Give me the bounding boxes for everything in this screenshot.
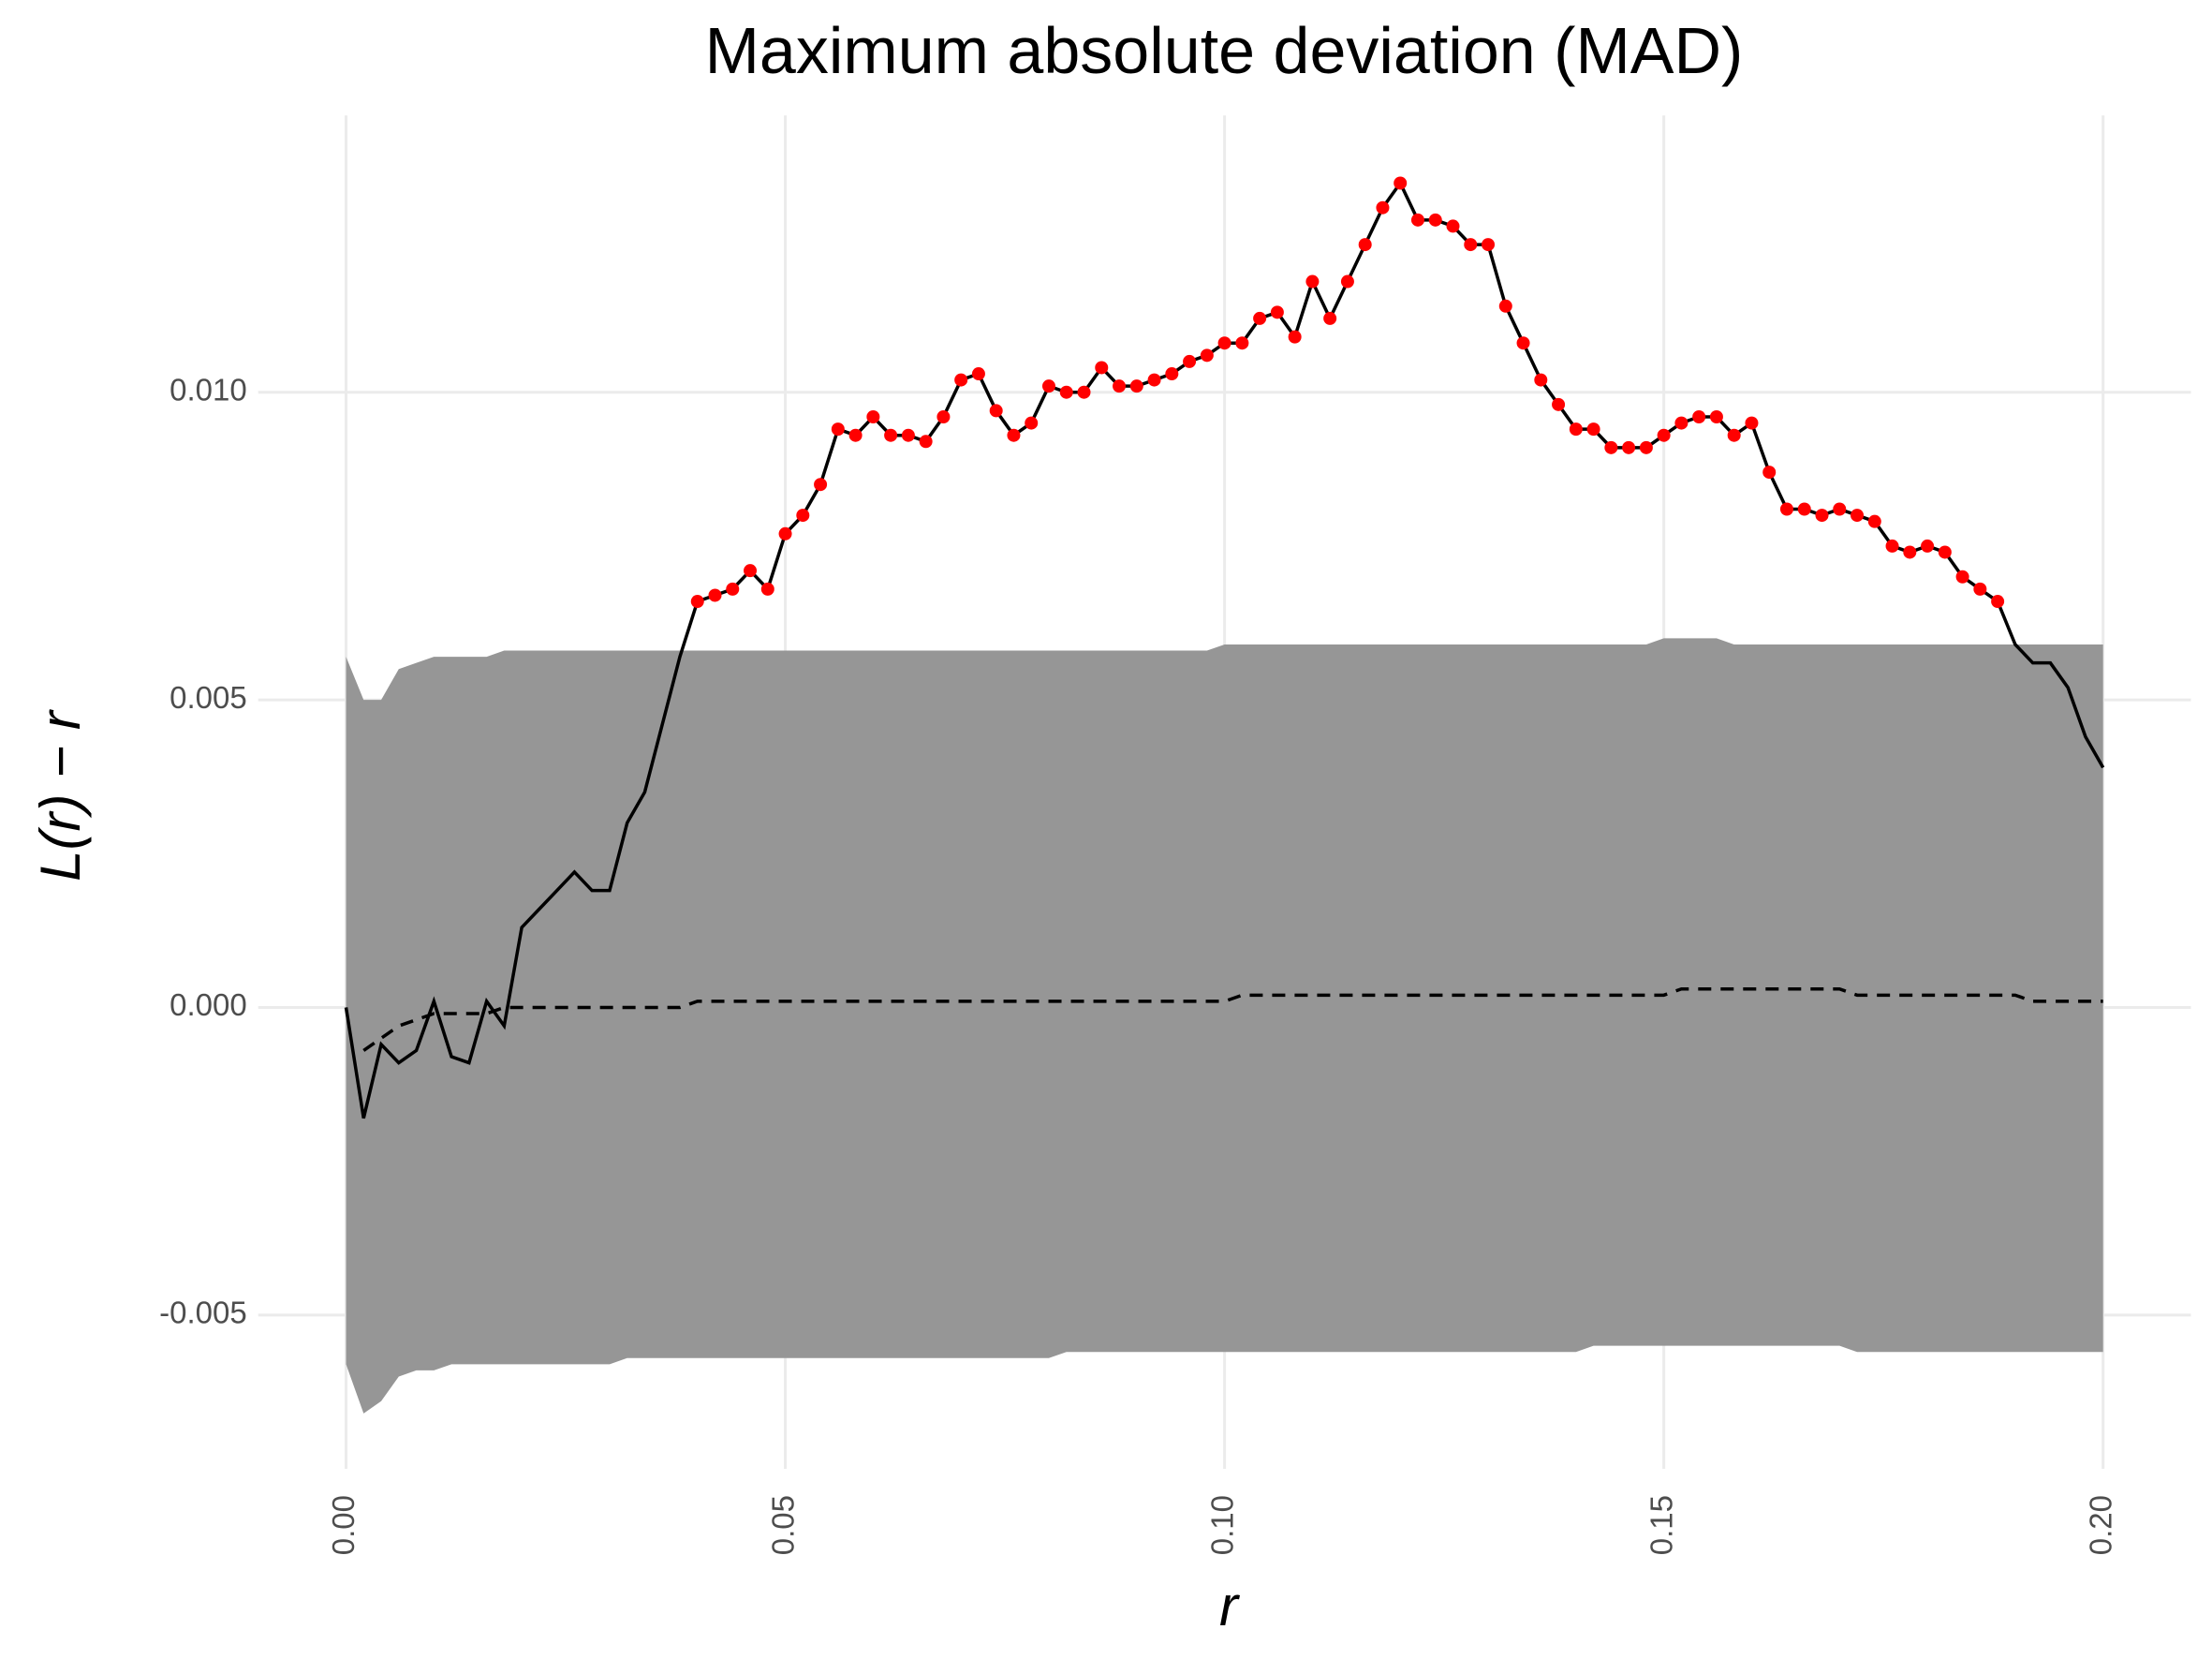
exceedance-point — [1938, 545, 1952, 559]
exceedance-point — [814, 478, 828, 492]
y-axis-label: L(r) − r — [29, 709, 92, 881]
exceedance-point — [1446, 219, 1460, 233]
exceedance-point — [726, 582, 740, 596]
y-tick-label: 0.010 — [170, 372, 247, 407]
x-tick-label: 0.10 — [1204, 1495, 1239, 1555]
exceedance-point — [1482, 238, 1496, 252]
exceedance-point — [1727, 428, 1741, 442]
exceedance-point — [796, 509, 810, 523]
theoretical-line — [362, 987, 2103, 1052]
exceedance-point — [1095, 361, 1109, 375]
exceedance-point — [901, 428, 915, 442]
exceedance-point — [1129, 379, 1143, 393]
exceedance-point — [1113, 379, 1127, 393]
exceedance-point — [1815, 509, 1829, 523]
exceedance-point — [866, 409, 880, 423]
exceedance-point — [1867, 514, 1881, 528]
exceedance-point — [848, 428, 863, 442]
exceedance-point — [1622, 440, 1636, 454]
exceedance-point — [954, 373, 968, 387]
exceedance-point — [1674, 416, 1688, 430]
exceedance-point — [1516, 336, 1530, 350]
exceedance-point — [1323, 311, 1337, 325]
exceedance-point — [1745, 416, 1759, 430]
chart-title: Maximum absolute deviation (MAD) — [705, 14, 1744, 87]
x-axis-label: r — [1219, 1575, 1240, 1637]
exceedance-point — [1235, 336, 1249, 350]
exceedance-point — [1007, 428, 1021, 442]
exceedance-point — [744, 564, 758, 578]
exceedance-point — [1059, 385, 1073, 399]
exceedance-point — [1955, 570, 1969, 584]
exceedance-point — [1534, 373, 1548, 387]
y-tick-label: 0.005 — [170, 680, 247, 715]
exceedance-point — [690, 595, 704, 609]
exceedance-point — [884, 428, 898, 442]
exceedance-point — [1358, 238, 1372, 252]
exceedance-point — [1833, 502, 1847, 516]
exceedance-point — [1183, 354, 1197, 368]
exceedance-point — [1464, 238, 1478, 252]
exceedance-point — [1428, 213, 1442, 227]
exceedance-point — [1394, 176, 1408, 190]
exceedance-point — [1253, 311, 1267, 325]
exceedance-point — [1498, 299, 1512, 313]
exceedance-point — [1552, 397, 1566, 411]
exceedance-point — [971, 367, 985, 381]
exceedance-point — [1797, 502, 1811, 516]
exceedance-point — [1604, 440, 1618, 454]
y-tick-label: 0.000 — [170, 987, 247, 1022]
x-tick-label: 0.05 — [765, 1495, 800, 1555]
exceedance-point — [1973, 582, 1987, 596]
x-tick-label: 0.00 — [326, 1495, 361, 1555]
exceedance-point — [919, 435, 933, 449]
exceedance-point — [760, 582, 774, 596]
exceedance-point — [1586, 422, 1600, 437]
exceedance-point — [1340, 274, 1354, 289]
exceedance-point — [1305, 274, 1320, 289]
exceedance-point — [831, 422, 845, 437]
exceedance-point — [1041, 379, 1055, 393]
exceedance-point — [1921, 539, 1935, 553]
envelope-band — [346, 638, 2103, 1414]
exceedance-point — [778, 526, 792, 541]
exceedance-point — [936, 409, 951, 423]
exceedance-point — [1288, 330, 1302, 344]
exceedance-point — [1569, 422, 1583, 437]
exceedance-point — [1639, 440, 1653, 454]
exceedance-point — [989, 404, 1003, 418]
y-tick-label: -0.005 — [159, 1296, 247, 1330]
exceedance-point — [708, 588, 722, 602]
exceedance-point — [1991, 595, 2005, 609]
exceedance-point — [1147, 373, 1161, 387]
exceedance-point — [1077, 385, 1091, 399]
exceedance-point — [1709, 409, 1723, 423]
exceedance-point — [1270, 305, 1284, 319]
exceedance-point — [1217, 336, 1231, 350]
exceedance-point — [1692, 409, 1706, 423]
exceedance-point — [1903, 545, 1917, 559]
exceedance-point — [1376, 200, 1390, 215]
exceedance-point — [1200, 348, 1214, 363]
exceedance-point — [1165, 367, 1179, 381]
exceedance-point — [1410, 213, 1424, 227]
exceedance-point — [1025, 416, 1039, 430]
exceedance-point — [1885, 539, 1899, 553]
x-tick-label: 0.20 — [2083, 1495, 2117, 1555]
exceedance-point — [1762, 466, 1777, 480]
x-tick-label: 0.15 — [1644, 1495, 1678, 1555]
exceedance-point — [1657, 428, 1671, 442]
exceedance-point — [1779, 502, 1793, 516]
exceedance-point — [1851, 509, 1865, 523]
